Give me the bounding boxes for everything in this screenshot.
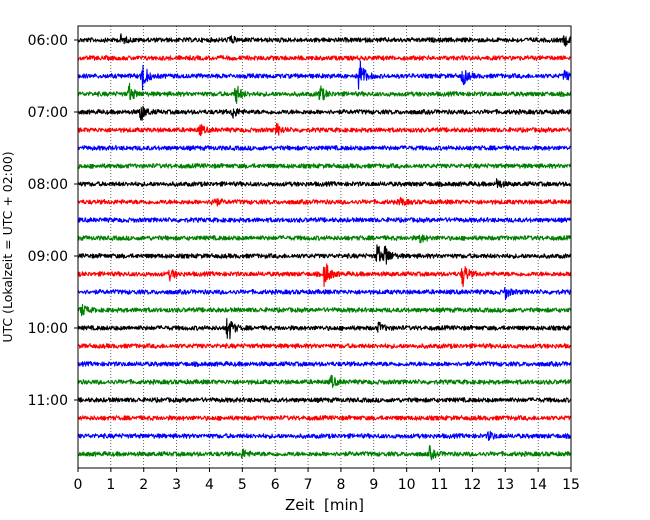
y-axis-ticks: 06:00 07:00 08:00 09:00 10:00 11:00 <box>28 33 78 409</box>
trace-row-1130 <box>77 430 572 441</box>
trace-row-0645 <box>77 82 572 105</box>
trace-row-1145 <box>77 444 572 461</box>
x-tick-label: 8 <box>336 477 345 493</box>
trace-row-1030 <box>77 360 572 368</box>
x-axis-ticks: 0 1 2 3 4 5 6 7 8 9 10 11 12 13 14 15 <box>74 468 580 493</box>
x-tick-label: 10 <box>398 477 416 493</box>
x-tick-label: 2 <box>139 477 148 493</box>
x-tick-label: 7 <box>304 477 313 493</box>
trace-row-0815 <box>77 196 572 207</box>
y-tick-label: 06:00 <box>28 33 68 49</box>
trace-row-0930 <box>77 287 572 301</box>
trace-row-0715 <box>77 122 572 137</box>
trace-row-1115 <box>77 415 572 422</box>
trace-row-0845 <box>77 234 572 244</box>
trace-row-0945 <box>77 303 572 317</box>
y-tick-label: 10:00 <box>28 321 68 337</box>
y-tick-label: 08:00 <box>28 177 68 193</box>
x-tick-label: 6 <box>271 477 280 493</box>
x-tick-label: 12 <box>463 477 481 493</box>
x-tick-label: 1 <box>106 477 115 493</box>
trace-row-0615 <box>77 54 572 61</box>
x-tick-label: 0 <box>74 477 83 493</box>
x-tick-label: 4 <box>205 477 214 493</box>
x-tick-label: 13 <box>496 477 514 493</box>
x-tick-label: 14 <box>529 477 547 493</box>
trace-row-0730 <box>77 145 572 152</box>
trace-row-0800 <box>77 178 572 189</box>
trace-row-0600 <box>77 33 572 47</box>
y-tick-label: 09:00 <box>28 249 68 265</box>
trace-row-1000 <box>77 318 572 340</box>
trace-row-0700 <box>77 105 572 121</box>
trace-row-1015 <box>77 343 572 349</box>
trace-row-1100 <box>77 397 572 403</box>
y-tick-label: 11:00 <box>28 393 68 409</box>
x-tick-label: 15 <box>562 477 580 493</box>
y-axis-label: UTC (Lokalzeit = UTC + 02:00) <box>0 151 15 342</box>
trace-row-0915 <box>77 263 572 288</box>
x-tick-label: 11 <box>431 477 449 493</box>
x-tick-label: 9 <box>369 477 378 493</box>
x-tick-label: 3 <box>172 477 181 493</box>
trace-row-0630 <box>77 60 572 91</box>
trace-row-0900 <box>77 244 572 265</box>
trace-row-0830 <box>77 217 572 223</box>
trace-row-0745 <box>77 163 572 169</box>
plot-frame <box>77 25 572 469</box>
x-axis-label: Zeit [min] <box>285 496 364 514</box>
y-tick-label: 07:00 <box>28 105 68 121</box>
seismic-traces <box>77 33 572 461</box>
x-tick-label: 5 <box>238 477 247 493</box>
trace-row-1045 <box>77 374 572 388</box>
